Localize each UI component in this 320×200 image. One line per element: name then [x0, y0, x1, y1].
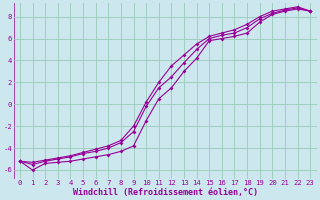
- X-axis label: Windchill (Refroidissement éolien,°C): Windchill (Refroidissement éolien,°C): [73, 188, 258, 197]
